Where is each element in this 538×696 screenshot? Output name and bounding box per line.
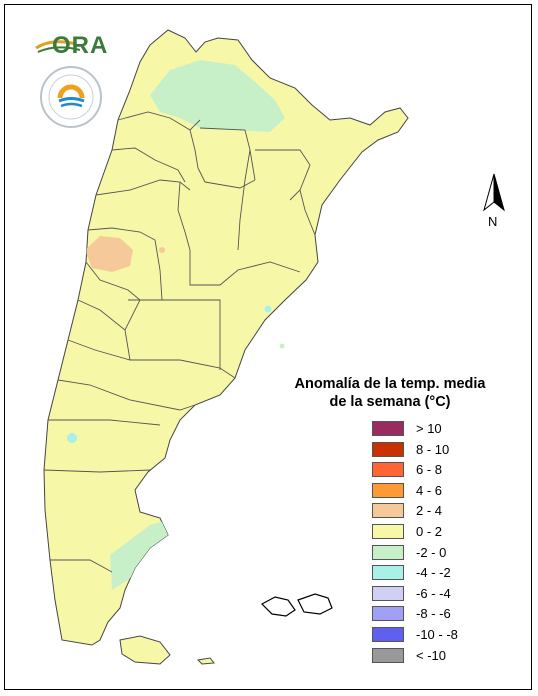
legend: > 10 8 - 10 6 - 8 4 - 6 2 - 4 0 - 2 -2 - 0 -4 -… bbox=[372, 419, 492, 666]
legend-item: 2 - 4 bbox=[372, 501, 492, 522]
north-arrow: N bbox=[480, 172, 514, 232]
warm-spot-san-luis bbox=[159, 247, 165, 253]
legend-item: 4 - 6 bbox=[372, 481, 492, 502]
legend-label: -2 - 0 bbox=[416, 544, 447, 560]
legend-item: 6 - 8 bbox=[372, 460, 492, 481]
legend-label: 8 - 10 bbox=[416, 441, 450, 457]
smn-seal bbox=[40, 66, 102, 128]
provincial-borders bbox=[43, 111, 316, 573]
legend-item: > 10 bbox=[372, 419, 492, 440]
north-label: N bbox=[488, 214, 498, 229]
legend-item: 0 - 2 bbox=[372, 522, 492, 543]
legend-item: -2 - 0 bbox=[372, 543, 492, 564]
legend-label: -10 - -8 bbox=[416, 626, 458, 642]
cold-spot-buenos-aires bbox=[264, 305, 272, 313]
legend-item: -4 - -2 bbox=[372, 563, 492, 584]
legend-item: < -10 bbox=[372, 646, 492, 667]
legend-item: -10 - -8 bbox=[372, 625, 492, 646]
tierra-del-fuego bbox=[119, 635, 171, 665]
cold-spot-rio-negro bbox=[67, 433, 77, 443]
legend-swatch bbox=[372, 544, 404, 560]
legend-swatch bbox=[372, 523, 404, 539]
legend-item: -8 - -6 bbox=[372, 604, 492, 625]
anomaly-zones bbox=[85, 60, 285, 590]
legend-title: Anomalía de la temp. media de la semana … bbox=[290, 375, 490, 411]
legend-label: < -10 bbox=[416, 647, 446, 663]
legend-swatch bbox=[372, 482, 404, 498]
legend-swatch bbox=[372, 421, 404, 436]
legend-label: -8 - -6 bbox=[416, 606, 451, 622]
leaf-swoosh-icon bbox=[35, 40, 81, 53]
legend-swatch bbox=[372, 606, 404, 622]
legend-swatch bbox=[372, 585, 404, 601]
cool-zone-patagonia bbox=[110, 520, 170, 590]
legend-swatch bbox=[372, 647, 404, 663]
legend-swatch bbox=[372, 565, 404, 581]
legend-label: -4 - -2 bbox=[416, 565, 451, 581]
legend-label: -6 - -4 bbox=[416, 585, 451, 601]
legend-swatch bbox=[372, 462, 404, 478]
legend-label: 0 - 2 bbox=[416, 523, 443, 539]
cool-spot-buenos-aires bbox=[279, 343, 285, 349]
north-arrow-icon bbox=[483, 173, 505, 212]
legend-title-line2: de la semana (°C) bbox=[329, 394, 451, 410]
legend-label: 2 - 4 bbox=[416, 503, 443, 519]
legend-label: 6 - 8 bbox=[416, 462, 443, 478]
warm-zone-cuyo bbox=[85, 236, 133, 272]
legend-title-line1: Anomalía de la temp. media bbox=[294, 376, 486, 392]
isla-de-los-estados bbox=[196, 657, 215, 665]
ora-logo: ORA bbox=[34, 30, 107, 60]
legend-label: > 10 bbox=[416, 421, 442, 436]
legend-swatch bbox=[372, 503, 404, 519]
legend-item: 8 - 10 bbox=[372, 440, 492, 461]
legend-swatch bbox=[372, 626, 404, 642]
cool-zone-north bbox=[150, 60, 285, 132]
malvinas-islands bbox=[261, 593, 333, 617]
smn-emblem-icon bbox=[48, 74, 94, 120]
ora-logo-text: ORA bbox=[52, 32, 109, 59]
legend-label: 4 - 6 bbox=[416, 482, 443, 498]
legend-swatch bbox=[372, 441, 404, 457]
legend-item: -6 - -4 bbox=[372, 584, 492, 605]
